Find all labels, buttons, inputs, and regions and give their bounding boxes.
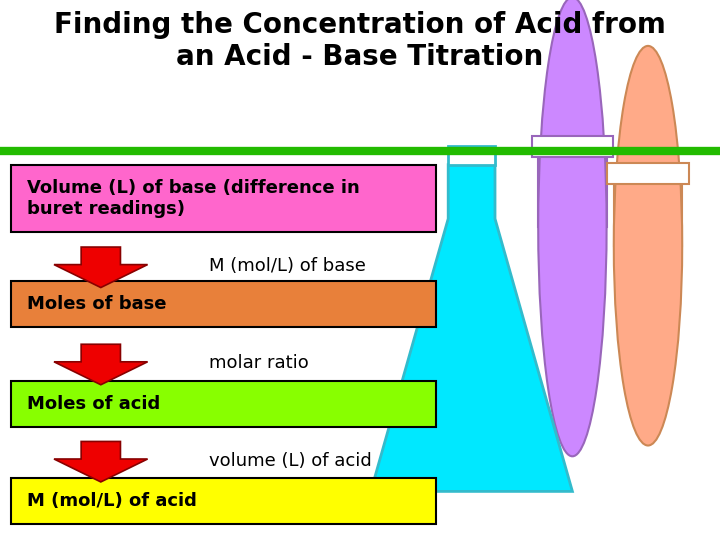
FancyBboxPatch shape [531, 136, 613, 157]
Polygon shape [54, 442, 148, 482]
FancyBboxPatch shape [539, 157, 606, 227]
Ellipse shape [538, 0, 606, 456]
Text: Finding the Concentration of Acid from
an Acid - Base Titration: Finding the Concentration of Acid from a… [54, 11, 666, 71]
FancyBboxPatch shape [11, 381, 436, 427]
Text: molar ratio: molar ratio [209, 354, 309, 373]
FancyBboxPatch shape [11, 478, 436, 524]
Polygon shape [54, 345, 148, 384]
Text: Moles of base: Moles of base [27, 295, 167, 313]
Text: Volume (L) of base (difference in
buret readings): Volume (L) of base (difference in buret … [27, 179, 360, 218]
FancyBboxPatch shape [11, 165, 436, 232]
Text: Moles of acid: Moles of acid [27, 395, 161, 413]
FancyBboxPatch shape [614, 184, 683, 246]
FancyBboxPatch shape [608, 163, 689, 184]
Polygon shape [54, 247, 148, 287]
Text: M (mol/L) of acid: M (mol/L) of acid [27, 492, 197, 510]
Text: volume (L) of acid: volume (L) of acid [209, 451, 372, 470]
Polygon shape [371, 165, 572, 491]
Text: M (mol/L) of base: M (mol/L) of base [209, 257, 366, 275]
Ellipse shape [613, 46, 683, 446]
FancyBboxPatch shape [11, 281, 436, 327]
FancyBboxPatch shape [448, 146, 495, 165]
